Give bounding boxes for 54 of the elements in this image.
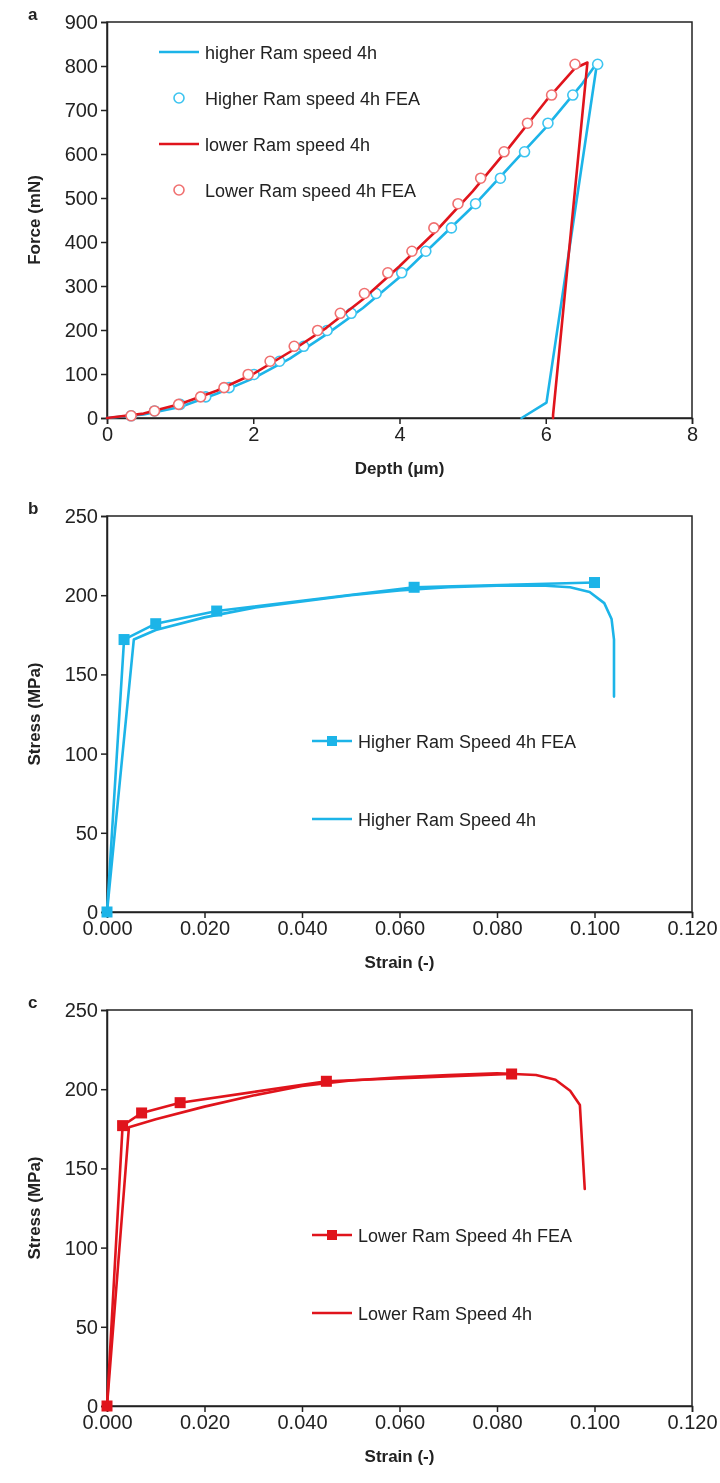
y-tick-label: 400 xyxy=(64,230,98,253)
chart-title: c xyxy=(28,993,38,1012)
legend-label: Higher Ram Speed 4h FEA xyxy=(358,732,577,752)
y-tick-label: 800 xyxy=(64,54,98,77)
x-tick-label: 0.100 xyxy=(569,917,621,940)
x-axis-title: Strain (-) xyxy=(364,953,435,972)
legend-label: higher Ram speed 4h xyxy=(205,43,378,63)
legend-label: lower Ram speed 4h xyxy=(205,135,371,155)
x-axis-title: Depth (μm) xyxy=(354,459,445,478)
y-tick-label: 200 xyxy=(64,1078,98,1101)
x-tick-label: 2 xyxy=(248,423,260,446)
y-tick-label: 50 xyxy=(75,821,98,844)
legend-label: Higher Ram speed 4h FEA xyxy=(205,89,421,109)
y-tick-label: 100 xyxy=(64,1236,98,1259)
y-tick-label: 100 xyxy=(64,362,98,385)
y-tick-label: 100 xyxy=(64,742,98,765)
x-tick-label: 0.060 xyxy=(374,1411,426,1434)
y-tick-label: 150 xyxy=(64,663,98,686)
x-tick-label: 0.020 xyxy=(179,917,231,940)
y-tick-label: 0 xyxy=(86,406,98,429)
chart-title: a xyxy=(28,5,38,24)
y-tick-label: 900 xyxy=(64,10,98,33)
y-tick-label: 200 xyxy=(64,584,98,607)
y-axis-title: Stress (MPa) xyxy=(25,1156,44,1260)
y-tick-label: 50 xyxy=(75,1315,98,1338)
x-tick-label: 0.060 xyxy=(374,917,426,940)
y-tick-label: 150 xyxy=(64,1157,98,1180)
x-tick-label: 0.080 xyxy=(472,917,523,940)
y-tick-label: 200 xyxy=(64,318,98,341)
y-tick-label: 500 xyxy=(64,186,98,209)
y-tick-label: 250 xyxy=(64,504,98,527)
legend-label: Lower Ram speed 4h FEA xyxy=(205,181,417,201)
x-tick-label: 0.040 xyxy=(277,917,328,940)
legend-label: Lower Ram Speed 4h xyxy=(358,1304,533,1324)
y-axis-title: Force (mN) xyxy=(25,175,44,265)
x-tick-label: 0.120 xyxy=(667,1411,718,1434)
x-tick-label: 0.120 xyxy=(667,917,718,940)
x-tick-label: 0.080 xyxy=(472,1411,523,1434)
legend-label: Lower Ram Speed 4h FEA xyxy=(358,1226,573,1246)
y-tick-label: 700 xyxy=(64,98,98,121)
x-tick-label: 6 xyxy=(540,423,552,446)
x-tick-label: 0.100 xyxy=(569,1411,621,1434)
chart-title: b xyxy=(28,499,39,518)
x-tick-label: 0.040 xyxy=(277,1411,328,1434)
y-tick-label: 300 xyxy=(64,274,98,297)
x-tick-label: 0.020 xyxy=(179,1411,231,1434)
y-tick-label: 600 xyxy=(64,142,98,165)
legend-label: Higher Ram Speed 4h xyxy=(358,810,537,830)
x-axis-title: Strain (-) xyxy=(364,1447,435,1466)
x-tick-label: 8 xyxy=(686,423,699,446)
x-tick-label: 0 xyxy=(101,423,114,446)
y-axis-title: Stress (MPa) xyxy=(25,662,44,766)
x-tick-label: 4 xyxy=(394,423,406,446)
y-tick-label: 250 xyxy=(64,998,98,1021)
